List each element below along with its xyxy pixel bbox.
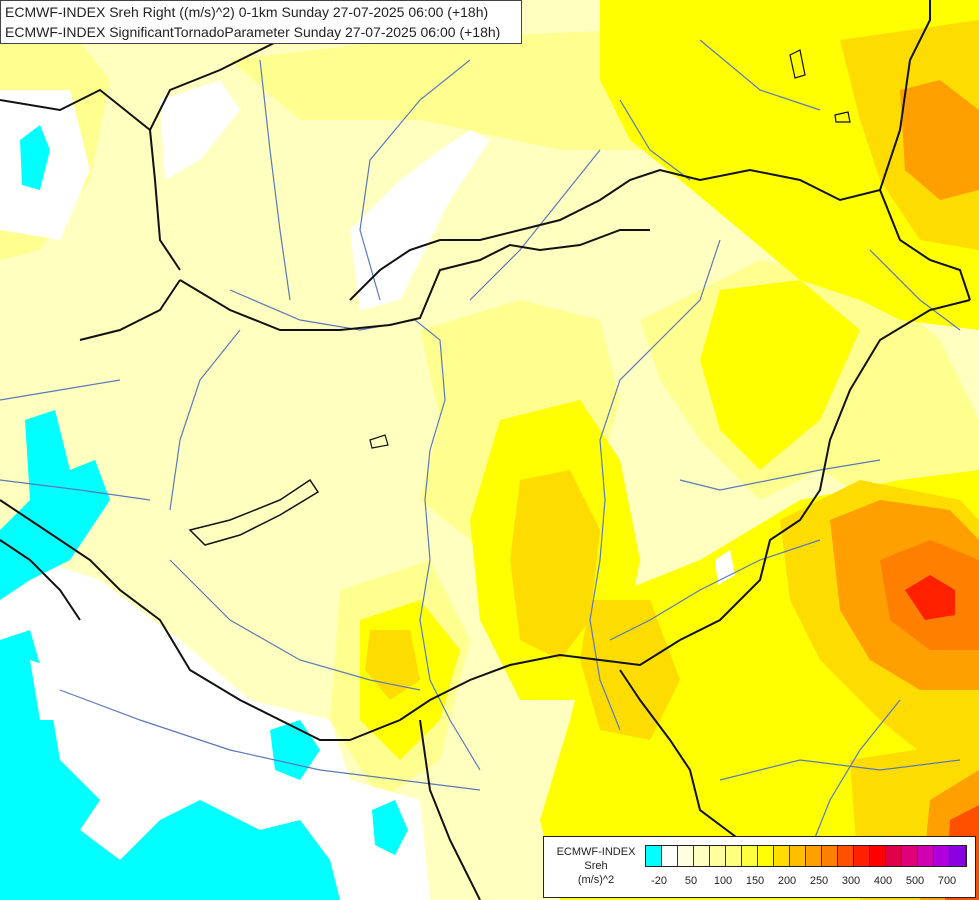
yellow-field-east-corridor — [700, 280, 860, 470]
legend-tick: 150 — [745, 875, 765, 887]
lake-balaton — [188, 478, 320, 546]
border-czech-west — [149, 129, 181, 271]
legend-tick: 100 — [713, 875, 733, 887]
legend-tick: 300 — [841, 875, 861, 887]
river-morava — [259, 59, 291, 301]
legend-tick: 200 — [777, 875, 797, 887]
legend-label-variable: Sreh — [584, 860, 608, 872]
lake-small-2 — [789, 49, 806, 79]
river-danube — [229, 289, 481, 771]
orange-field-ne — [900, 80, 979, 200]
legend-swatch — [886, 846, 902, 866]
border-bosnia — [419, 719, 481, 900]
border-serbia — [619, 669, 741, 841]
cyan-patch-south-2 — [372, 800, 408, 855]
map-title-box: ECMWF-INDEX Sreh Right ((m/s)^2) 0-1km S… — [0, 0, 522, 44]
river-east-1 — [719, 759, 961, 781]
legend-color-bar — [645, 845, 967, 867]
river-tisza — [589, 239, 721, 731]
title-line-stp: ECMWF-INDEX SignificantTornadoParameter … — [5, 24, 501, 40]
legend-swatch — [678, 846, 694, 866]
legend-tick: 700 — [937, 875, 957, 887]
legend-swatch — [854, 846, 870, 866]
river-west-2 — [0, 479, 151, 501]
gold-field-southwest — [365, 630, 420, 700]
border-croatia-north — [0, 539, 81, 621]
river-mures — [609, 539, 821, 641]
white-patch-sw-inner — [30, 660, 70, 720]
river-north-1 — [699, 39, 821, 111]
legend-swatch — [822, 846, 838, 866]
legend-swatch — [806, 846, 822, 866]
title-line-sreh: ECMWF-INDEX Sreh Right ((m/s)^2) 0-1km S… — [5, 4, 489, 20]
river-sava — [59, 689, 481, 791]
cyan-patch-west — [0, 410, 110, 600]
cyan-patch-southwest — [0, 630, 340, 900]
legend-tick: 50 — [684, 875, 698, 887]
cyan-patch-northwest — [20, 125, 50, 190]
legend-swatch — [902, 846, 918, 866]
river-vistula — [619, 99, 691, 181]
legend-swatch — [870, 846, 886, 866]
legend-tick: 500 — [905, 875, 925, 887]
gold-field-center — [510, 470, 600, 660]
legend-swatch — [710, 846, 726, 866]
river-drava — [169, 559, 421, 691]
white-patch-north-2 — [160, 80, 240, 180]
legend-swatch — [934, 846, 950, 866]
red-field-peak — [905, 575, 955, 620]
legend-swatch — [694, 846, 710, 866]
cyan-patch-south — [270, 720, 320, 780]
border-austria-south — [79, 279, 181, 341]
white-patch-east — [715, 550, 735, 585]
border-ukraine-romania — [879, 189, 971, 301]
river-network — [0, 39, 961, 851]
border-hungary-croatia — [349, 639, 681, 741]
river-raba — [169, 329, 241, 511]
river-somes — [679, 459, 881, 491]
white-patch-north — [350, 130, 490, 310]
border-slovakia-north — [349, 168, 881, 301]
lake-small-3 — [834, 111, 851, 123]
legend-tick: 400 — [873, 875, 893, 887]
legend-swatch — [726, 846, 742, 866]
river-olt — [809, 699, 901, 851]
border-slovakia-south — [179, 229, 650, 331]
river-west-1 — [0, 379, 121, 401]
legend-label-unit: (m/s)^2 — [577, 874, 615, 886]
legend-swatch — [838, 846, 854, 866]
lake-small-1 — [369, 434, 389, 449]
river-vah — [359, 59, 471, 301]
legend-swatch — [790, 846, 806, 866]
legend-tick: -20 — [651, 875, 667, 887]
legend-label-source: ECMWF-INDEX — [556, 846, 636, 858]
legend-swatch — [758, 846, 774, 866]
color-legend: ECMWF-INDEX Sreh (m/s)^2 -20 50 100 150 200 2… — [543, 836, 976, 898]
white-patch-southwest — [0, 560, 430, 900]
legend-tick: 250 — [809, 875, 829, 887]
border-slovenia — [0, 499, 350, 741]
river-dniester — [869, 249, 961, 331]
legend-swatch — [774, 846, 790, 866]
legend-swatch — [662, 846, 678, 866]
border-hungary-romania — [679, 299, 971, 641]
gold-field-south — [580, 600, 680, 740]
legend-swatch — [918, 846, 934, 866]
legend-swatch — [950, 846, 966, 866]
legend-label: ECMWF-INDEX Sreh (m/s)^2 — [546, 845, 646, 887]
legend-swatch — [646, 846, 662, 866]
border-poland-ukraine — [879, 0, 931, 191]
legend-tick-labels: -20 50 100 150 200 250 300 400 500 700 — [645, 875, 975, 891]
legend-swatch — [742, 846, 758, 866]
